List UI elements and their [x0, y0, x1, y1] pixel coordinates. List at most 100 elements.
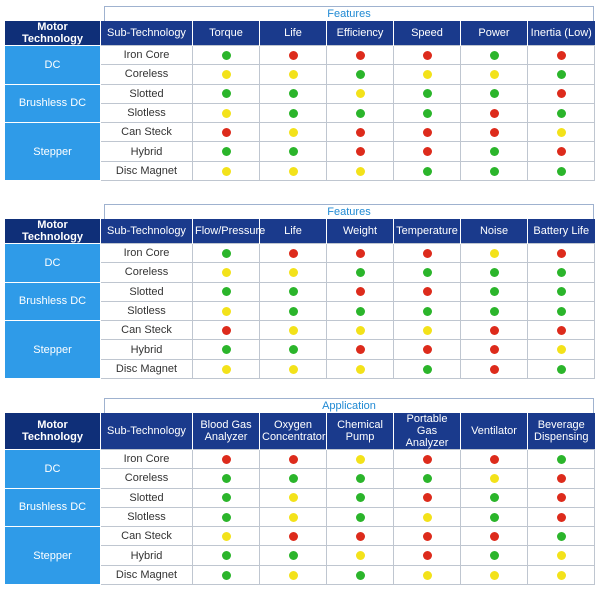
rating-red-dot-icon: [422, 50, 432, 60]
rating-cell: [393, 141, 461, 162]
rating-cell: [527, 339, 595, 360]
rating-yellow-dot-icon: [355, 89, 365, 99]
rating-red-dot-icon: [288, 454, 298, 464]
rating-green-dot-icon: [221, 147, 231, 157]
rating-cell: [259, 83, 327, 104]
rating-cell: [527, 83, 595, 104]
rating-yellow-dot-icon: [288, 70, 298, 80]
sub-technology-cell: Slotted: [100, 487, 193, 508]
motor-technology-cell: DC: [4, 449, 101, 489]
header-sub-technology: Sub-Technology: [100, 413, 193, 450]
rating-yellow-dot-icon: [355, 166, 365, 176]
rating-red-dot-icon: [556, 89, 566, 99]
sub-technology-cell: Hybrid: [100, 141, 193, 162]
rating-yellow-dot-icon: [556, 345, 566, 355]
rating-cell: [460, 526, 528, 547]
column-header: Temperature: [393, 219, 461, 244]
rating-cell: [259, 262, 327, 283]
rating-cell: [192, 83, 260, 104]
rating-cell: [326, 487, 394, 508]
rating-green-dot-icon: [489, 166, 499, 176]
rating-cell: [460, 160, 528, 182]
rating-green-dot-icon: [288, 474, 298, 484]
column-header: Chemical Pump: [326, 413, 394, 450]
sub-technology-cell: Hybrid: [100, 545, 193, 566]
table-row: DC Iron Core: [4, 242, 595, 283]
rating-cell: [527, 281, 595, 302]
rating-cell: [527, 468, 595, 489]
rating-cell: [326, 468, 394, 489]
rating-cell: [460, 487, 528, 508]
rating-red-dot-icon: [422, 493, 432, 503]
rating-green-dot-icon: [422, 166, 432, 176]
rating-green-dot-icon: [556, 531, 566, 541]
rating-cell: [192, 468, 260, 489]
column-header: Power: [460, 21, 528, 46]
rating-yellow-dot-icon: [221, 166, 231, 176]
rating-cell: [393, 44, 461, 66]
rating-cell: [393, 102, 461, 124]
rating-yellow-dot-icon: [355, 454, 365, 464]
rating-red-dot-icon: [355, 147, 365, 157]
rating-cell: [259, 506, 327, 528]
header-motor-technology: Motor Technology: [4, 219, 101, 244]
rating-cell: [393, 281, 461, 302]
table-row: Coreless: [5, 262, 595, 283]
rating-green-dot-icon: [221, 512, 231, 522]
rating-cell: [527, 44, 595, 66]
rating-cell: [259, 564, 327, 586]
rating-cell: [326, 122, 394, 143]
rating-cell: [527, 320, 595, 341]
rating-yellow-dot-icon: [422, 570, 432, 580]
rating-cell: [192, 300, 260, 322]
column-header: Life: [259, 219, 327, 244]
rating-cell: [527, 448, 595, 470]
rating-cell: [259, 468, 327, 489]
rating-yellow-dot-icon: [556, 570, 566, 580]
rating-green-dot-icon: [221, 287, 231, 297]
rating-cell: [259, 448, 327, 470]
rating-cell: [192, 122, 260, 143]
rating-cell: [259, 102, 327, 124]
rating-red-dot-icon: [422, 147, 432, 157]
rating-green-dot-icon: [355, 493, 365, 503]
rating-green-dot-icon: [288, 89, 298, 99]
rating-cell: [192, 262, 260, 283]
table-row: Stepper Can Steck: [4, 122, 595, 182]
rating-cell: [192, 545, 260, 566]
rating-cell: [393, 358, 461, 380]
rating-red-dot-icon: [422, 345, 432, 355]
rating-red-dot-icon: [422, 551, 432, 561]
rating-yellow-dot-icon: [288, 166, 298, 176]
rating-cell: [460, 468, 528, 489]
rating-red-dot-icon: [422, 127, 432, 137]
rating-cell: [192, 448, 260, 470]
rating-green-dot-icon: [288, 108, 298, 118]
rating-cell: [192, 526, 260, 547]
rating-green-dot-icon: [355, 108, 365, 118]
rating-cell: [326, 64, 394, 85]
rating-green-dot-icon: [221, 89, 231, 99]
rating-cell: [259, 281, 327, 302]
sub-technology-cell: Slotless: [100, 506, 193, 528]
rating-cell: [192, 487, 260, 508]
rating-cell: [527, 545, 595, 566]
rating-red-dot-icon: [422, 531, 432, 541]
rating-yellow-dot-icon: [221, 268, 231, 278]
rating-cell: [460, 102, 528, 124]
header-motor-technology: Motor Technology: [4, 21, 101, 46]
sub-technology-cell: Iron Core: [100, 44, 193, 66]
rating-cell: [326, 358, 394, 380]
rating-red-dot-icon: [355, 345, 365, 355]
rating-cell: [460, 506, 528, 528]
sub-technology-cell: Disc Magnet: [100, 358, 193, 380]
rating-cell: [192, 102, 260, 124]
table-row: Hybrid: [5, 141, 595, 162]
rating-cell: [259, 141, 327, 162]
rating-yellow-dot-icon: [422, 70, 432, 80]
rating-cell: [527, 506, 595, 528]
header-row: Motor Technology Sub-Technology Torque Life…: [4, 21, 595, 46]
column-header: Portable Gas Analyzer: [393, 413, 461, 450]
rating-green-dot-icon: [288, 551, 298, 561]
rating-red-dot-icon: [489, 531, 499, 541]
